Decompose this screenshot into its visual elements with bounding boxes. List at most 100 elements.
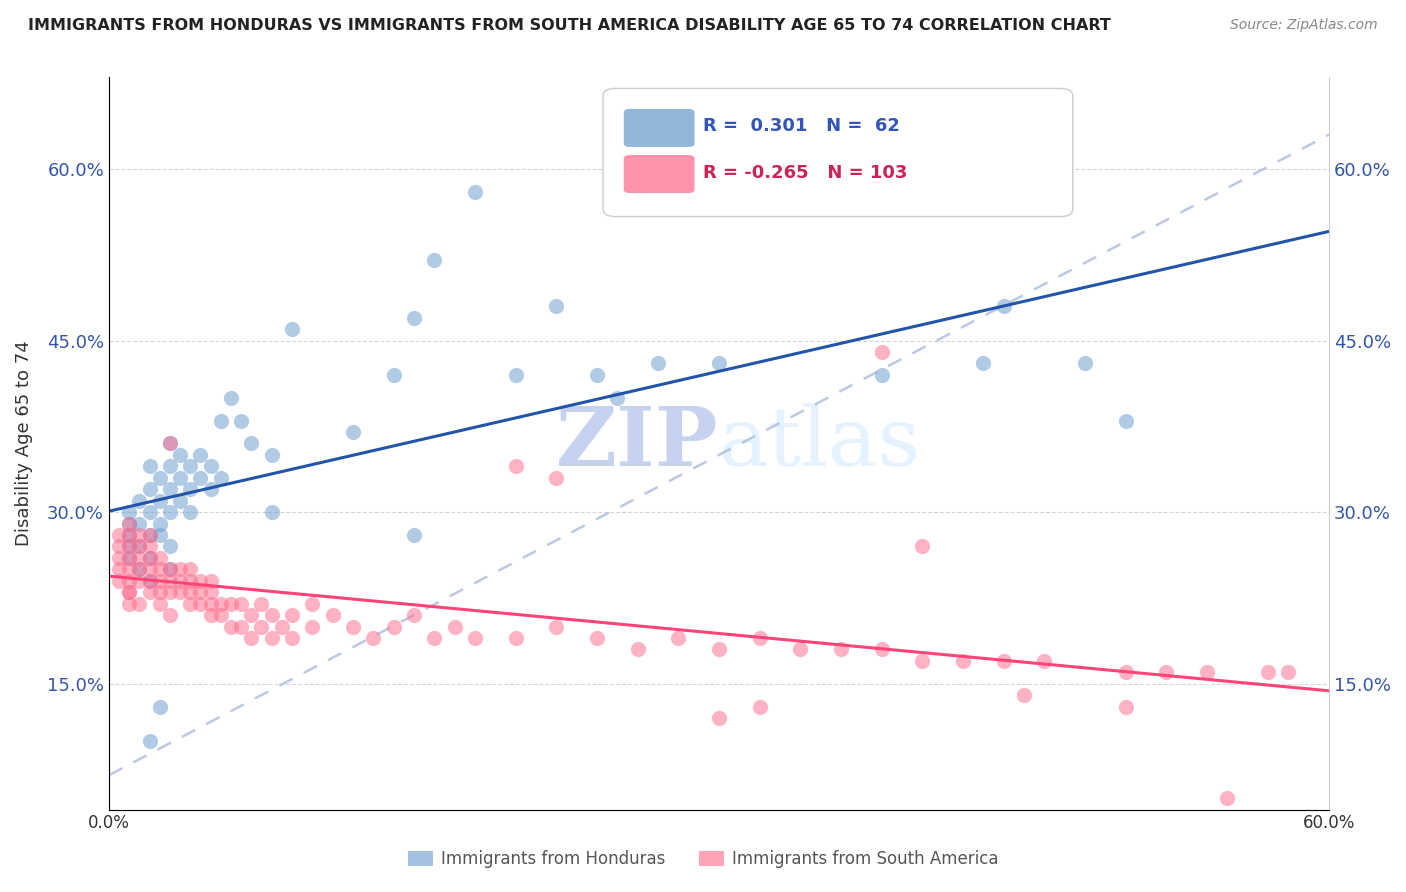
Text: Source: ZipAtlas.com: Source: ZipAtlas.com [1230, 18, 1378, 32]
Point [586, 368, 609, 382]
Point [128, 562, 150, 576]
Point [159, 574, 181, 588]
Point [209, 471, 232, 485]
Point [138, 505, 160, 519]
Point [128, 516, 150, 531]
Point [1033, 654, 1056, 668]
Point [707, 711, 730, 725]
Text: ZIP: ZIP [557, 403, 718, 483]
Point [128, 597, 150, 611]
Point [952, 654, 974, 668]
Point [138, 574, 160, 588]
Point [260, 631, 283, 645]
Point [118, 562, 141, 576]
Point [666, 631, 689, 645]
Point [546, 619, 568, 633]
Point [179, 505, 201, 519]
Point [870, 345, 893, 359]
Point [505, 631, 527, 645]
FancyBboxPatch shape [624, 155, 695, 193]
Point [108, 528, 131, 542]
Point [169, 471, 191, 485]
Point [402, 528, 425, 542]
Point [128, 540, 150, 554]
Text: IMMIGRANTS FROM HONDURAS VS IMMIGRANTS FROM SOUTH AMERICA DISABILITY AGE 65 TO 7: IMMIGRANTS FROM HONDURAS VS IMMIGRANTS F… [28, 18, 1111, 33]
Point [219, 597, 242, 611]
Point [200, 608, 222, 623]
Point [240, 436, 263, 450]
Point [149, 574, 172, 588]
Point [281, 631, 304, 645]
Point [138, 459, 160, 474]
Point [1216, 791, 1239, 805]
Point [870, 642, 893, 657]
Point [118, 540, 141, 554]
Point [118, 585, 141, 599]
Point [748, 631, 770, 645]
Point [179, 562, 201, 576]
Point [138, 585, 160, 599]
Point [118, 505, 141, 519]
Point [1156, 665, 1178, 680]
Point [118, 550, 141, 565]
Point [229, 597, 252, 611]
Point [219, 619, 242, 633]
Point [138, 734, 160, 748]
Point [159, 436, 181, 450]
Point [1115, 414, 1137, 428]
Point [118, 528, 141, 542]
Point [993, 299, 1015, 313]
Point [1115, 699, 1137, 714]
Point [1115, 665, 1137, 680]
Point [159, 562, 181, 576]
Point [128, 562, 150, 576]
Point [402, 608, 425, 623]
Point [149, 528, 172, 542]
Point [128, 550, 150, 565]
Point [159, 540, 181, 554]
Point [149, 471, 172, 485]
Point [108, 574, 131, 588]
Point [229, 619, 252, 633]
Point [1074, 356, 1097, 370]
Point [748, 699, 770, 714]
Point [200, 459, 222, 474]
Point [190, 585, 212, 599]
Point [382, 368, 405, 382]
Point [464, 185, 486, 199]
Point [138, 562, 160, 576]
Point [179, 597, 201, 611]
Point [118, 597, 141, 611]
Point [361, 631, 384, 645]
Point [138, 550, 160, 565]
Point [118, 585, 141, 599]
Point [159, 505, 181, 519]
Point [229, 414, 252, 428]
Point [626, 642, 648, 657]
Point [505, 368, 527, 382]
Point [179, 482, 201, 496]
Point [789, 642, 811, 657]
Point [972, 356, 994, 370]
Point [546, 299, 568, 313]
Point [443, 619, 465, 633]
Point [606, 391, 628, 405]
Point [342, 425, 364, 439]
Point [993, 654, 1015, 668]
Point [159, 562, 181, 576]
Point [190, 448, 212, 462]
Point [240, 631, 263, 645]
Point [240, 608, 263, 623]
Point [159, 459, 181, 474]
Point [260, 448, 283, 462]
Point [209, 414, 232, 428]
Point [149, 699, 172, 714]
Point [270, 619, 292, 633]
Point [159, 482, 181, 496]
Point [250, 597, 273, 611]
Point [128, 528, 150, 542]
Point [169, 585, 191, 599]
Point [159, 585, 181, 599]
Point [118, 528, 141, 542]
Point [179, 585, 201, 599]
